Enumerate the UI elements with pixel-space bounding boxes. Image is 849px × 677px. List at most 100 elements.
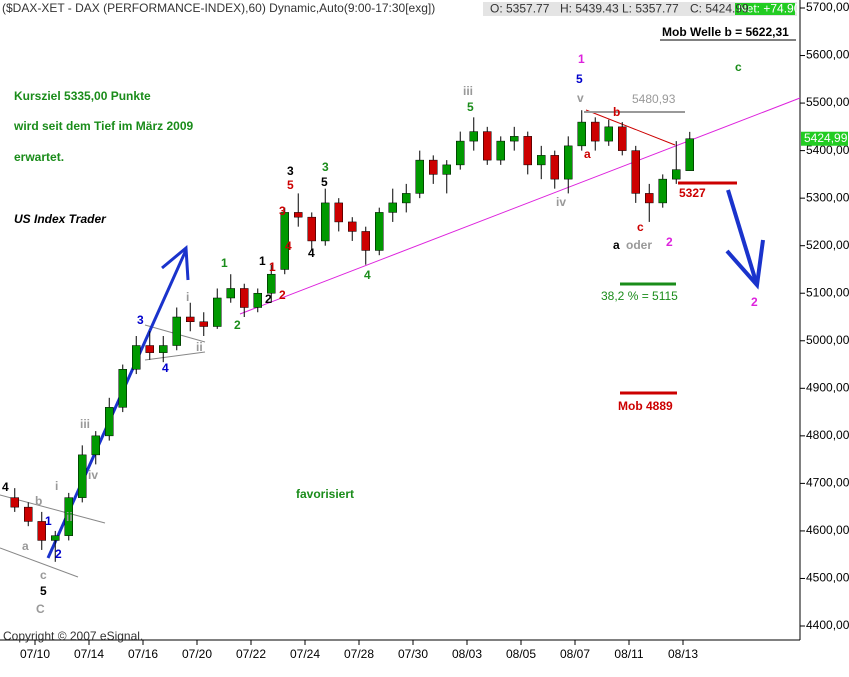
annotation: c — [735, 60, 742, 74]
annotation: 5327 — [679, 186, 706, 200]
annotation: v — [577, 91, 584, 105]
candle-body — [253, 292, 262, 308]
annotation: 2 — [265, 292, 272, 306]
candle-body — [375, 212, 384, 251]
candle-body — [577, 121, 586, 147]
candle-body — [37, 521, 46, 541]
annotation: 4 — [162, 361, 169, 375]
quote-box — [483, 2, 797, 16]
annotation: 3 — [279, 204, 286, 218]
candle-body — [307, 216, 316, 242]
down-arrow — [726, 189, 759, 286]
annotation: 1 — [259, 254, 266, 268]
annotation: 5 — [467, 100, 474, 114]
annotation: c — [637, 220, 644, 234]
candle-body — [226, 288, 235, 299]
annotation: b — [613, 105, 620, 119]
x-tick-label: 08/07 — [560, 647, 590, 661]
y-tick-label: 4800,00 — [806, 428, 849, 442]
candle-body — [429, 159, 438, 175]
annotation: C — [36, 602, 45, 616]
candle-body — [685, 138, 694, 171]
candle-body — [159, 345, 168, 353]
x-tick-label: 07/22 — [236, 647, 266, 661]
candle-body — [604, 126, 613, 142]
annotation: iii — [463, 84, 473, 98]
candle-body — [186, 316, 195, 323]
candle-body — [294, 212, 303, 218]
y-tick-label: 5300,00 — [806, 190, 849, 204]
triangle-line — [144, 351, 206, 361]
y-tick-label: 5200,00 — [806, 238, 849, 252]
x-tick-label: 07/14 — [74, 647, 104, 661]
annotation: c — [40, 568, 47, 582]
candle-body — [537, 155, 546, 166]
candle-body — [564, 145, 573, 180]
candle-body — [172, 316, 181, 346]
quote-value: H: 5439.43 — [560, 2, 619, 16]
x-tick-label: 07/16 — [128, 647, 158, 661]
y-tick-label: 4500,00 — [806, 571, 849, 585]
candle-body — [51, 535, 60, 541]
annotation: a — [22, 539, 29, 553]
annotation: 1 — [45, 514, 52, 528]
x-tick-label: 08/03 — [452, 647, 482, 661]
annotation: iii — [80, 417, 90, 431]
y-tick-label: 5000,00 — [806, 333, 849, 347]
x-tick-label: 08/13 — [668, 647, 698, 661]
annotation: 3 — [287, 164, 294, 178]
annotation: 3 — [137, 313, 144, 327]
candle-body — [523, 136, 532, 166]
annotation: 5480,93 — [632, 92, 676, 106]
candle-body — [78, 454, 87, 498]
annotation: 4 — [2, 480, 9, 494]
arrow-head — [725, 239, 765, 290]
y-tick-label: 5700,00 — [806, 0, 849, 14]
candle-body — [456, 140, 465, 166]
y-tick-label: 4400,00 — [806, 618, 849, 632]
annotation: iv — [556, 195, 566, 209]
y-tick-label: 5100,00 — [806, 285, 849, 299]
quote-value: O: 5357.77 — [490, 2, 550, 16]
annotation: 5 — [576, 72, 583, 86]
annotation: Mob 4889 — [618, 399, 673, 413]
candle-body — [199, 321, 208, 327]
annotation: 3 — [322, 160, 329, 174]
candle-body — [145, 345, 154, 353]
quote-value: L: 5357.77 — [622, 2, 679, 16]
candle-body — [267, 273, 276, 294]
annotation: 4 — [308, 246, 315, 260]
x-tick-label: 08/11 — [614, 647, 643, 661]
quote-value: C: 5424.99 — [690, 2, 749, 16]
candle-body — [388, 202, 397, 213]
channel-line — [0, 547, 79, 578]
annotation: favorisiert — [296, 487, 354, 501]
candle-body — [361, 231, 370, 251]
annotation: 5 — [287, 178, 294, 192]
annotation: ii — [196, 340, 203, 354]
annotation: iv — [88, 468, 98, 482]
candle-body — [645, 193, 654, 204]
annotation: 1 — [221, 256, 228, 270]
annotation: 2 — [55, 547, 62, 561]
annotation: oder — [626, 238, 652, 252]
candle-body — [510, 136, 519, 142]
annotation: erwartet. — [14, 150, 64, 164]
y-tick-label: 4700,00 — [806, 476, 849, 490]
last-price-box — [801, 131, 848, 146]
candle-body — [550, 155, 559, 180]
annotation: 1 — [269, 260, 276, 274]
net-change: Net: +74.90 — [738, 2, 801, 16]
x-tick-label: 07/10 — [20, 647, 50, 661]
candle-body — [91, 435, 100, 456]
y-tick-label: 5600,00 — [806, 48, 849, 62]
annotation: 2 — [666, 235, 673, 249]
annotation: 38,2 % = 5115 — [601, 289, 678, 303]
candle-body — [132, 345, 141, 370]
candle-body — [105, 407, 114, 437]
candle-body — [415, 159, 424, 194]
x-tick-label: 08/05 — [506, 647, 536, 661]
annotation: Mob Welle b = 5622,31 — [662, 25, 789, 39]
